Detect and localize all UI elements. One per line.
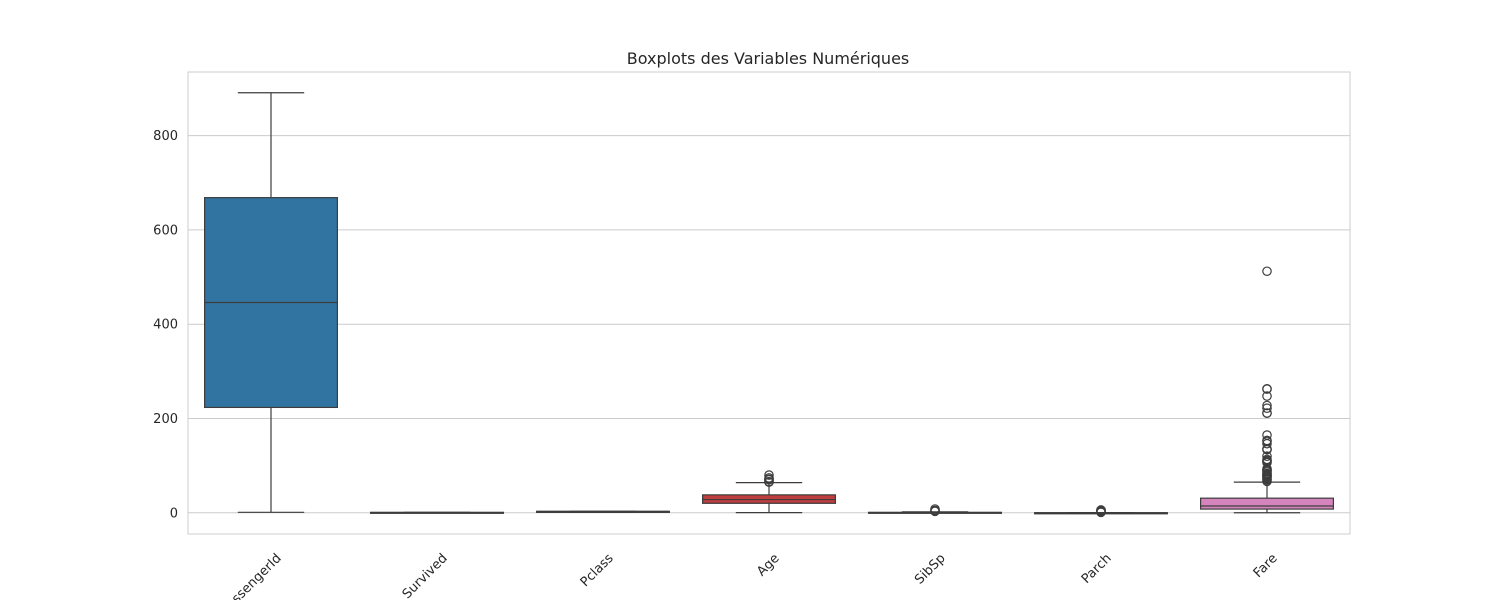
box-passengerid bbox=[204, 92, 339, 513]
x-axis-ticks: PassengerId Survived Pclass Age SibSp Parch Fa… bbox=[218, 551, 1280, 600]
box-age bbox=[701, 470, 836, 514]
y-tick-label: 200 bbox=[153, 412, 178, 427]
outlier-point bbox=[1262, 430, 1272, 440]
outlier-point bbox=[1096, 505, 1106, 515]
y-tick-label: 600 bbox=[153, 223, 178, 238]
box-body bbox=[1199, 497, 1334, 510]
outlier-point bbox=[1262, 391, 1272, 401]
x-tick-label: PassengerId bbox=[218, 551, 284, 600]
outlier-point bbox=[764, 473, 774, 483]
outlier-point bbox=[1262, 403, 1272, 414]
outlier-point bbox=[1262, 454, 1272, 465]
x-tick-label: Survived bbox=[400, 551, 451, 600]
x-tick-label: Parch bbox=[1079, 551, 1115, 587]
boxes bbox=[204, 92, 1334, 518]
y-tick-label: 800 bbox=[153, 129, 178, 144]
box-pclass bbox=[535, 510, 670, 513]
x-tick-label: Pclass bbox=[578, 551, 617, 590]
outlier-point bbox=[764, 470, 774, 480]
outlier-point bbox=[1262, 435, 1272, 446]
box-fare bbox=[1199, 266, 1334, 514]
outlier-point bbox=[1262, 451, 1272, 462]
x-tick-label: Fare bbox=[1251, 551, 1281, 581]
outlier-point bbox=[1262, 383, 1272, 394]
outlier-point bbox=[1262, 408, 1272, 418]
y-tick-label: 0 bbox=[170, 506, 178, 521]
outlier-point bbox=[1262, 266, 1272, 277]
x-tick-label: SibSp bbox=[912, 551, 949, 588]
grid-lines bbox=[188, 135, 1350, 514]
box-sibsp bbox=[867, 504, 1002, 517]
plot-frame bbox=[187, 71, 1351, 535]
chart-title: Boxplots des Variables Numériques bbox=[627, 49, 910, 68]
box-survived bbox=[370, 511, 505, 514]
y-axis-ticks: 0 200 400 600 800 bbox=[153, 129, 178, 521]
box-parch bbox=[1033, 505, 1168, 518]
y-tick-label: 400 bbox=[153, 318, 178, 333]
outlier-point bbox=[1262, 400, 1272, 411]
outlier-point bbox=[930, 504, 940, 514]
x-tick-label: Age bbox=[754, 551, 782, 579]
